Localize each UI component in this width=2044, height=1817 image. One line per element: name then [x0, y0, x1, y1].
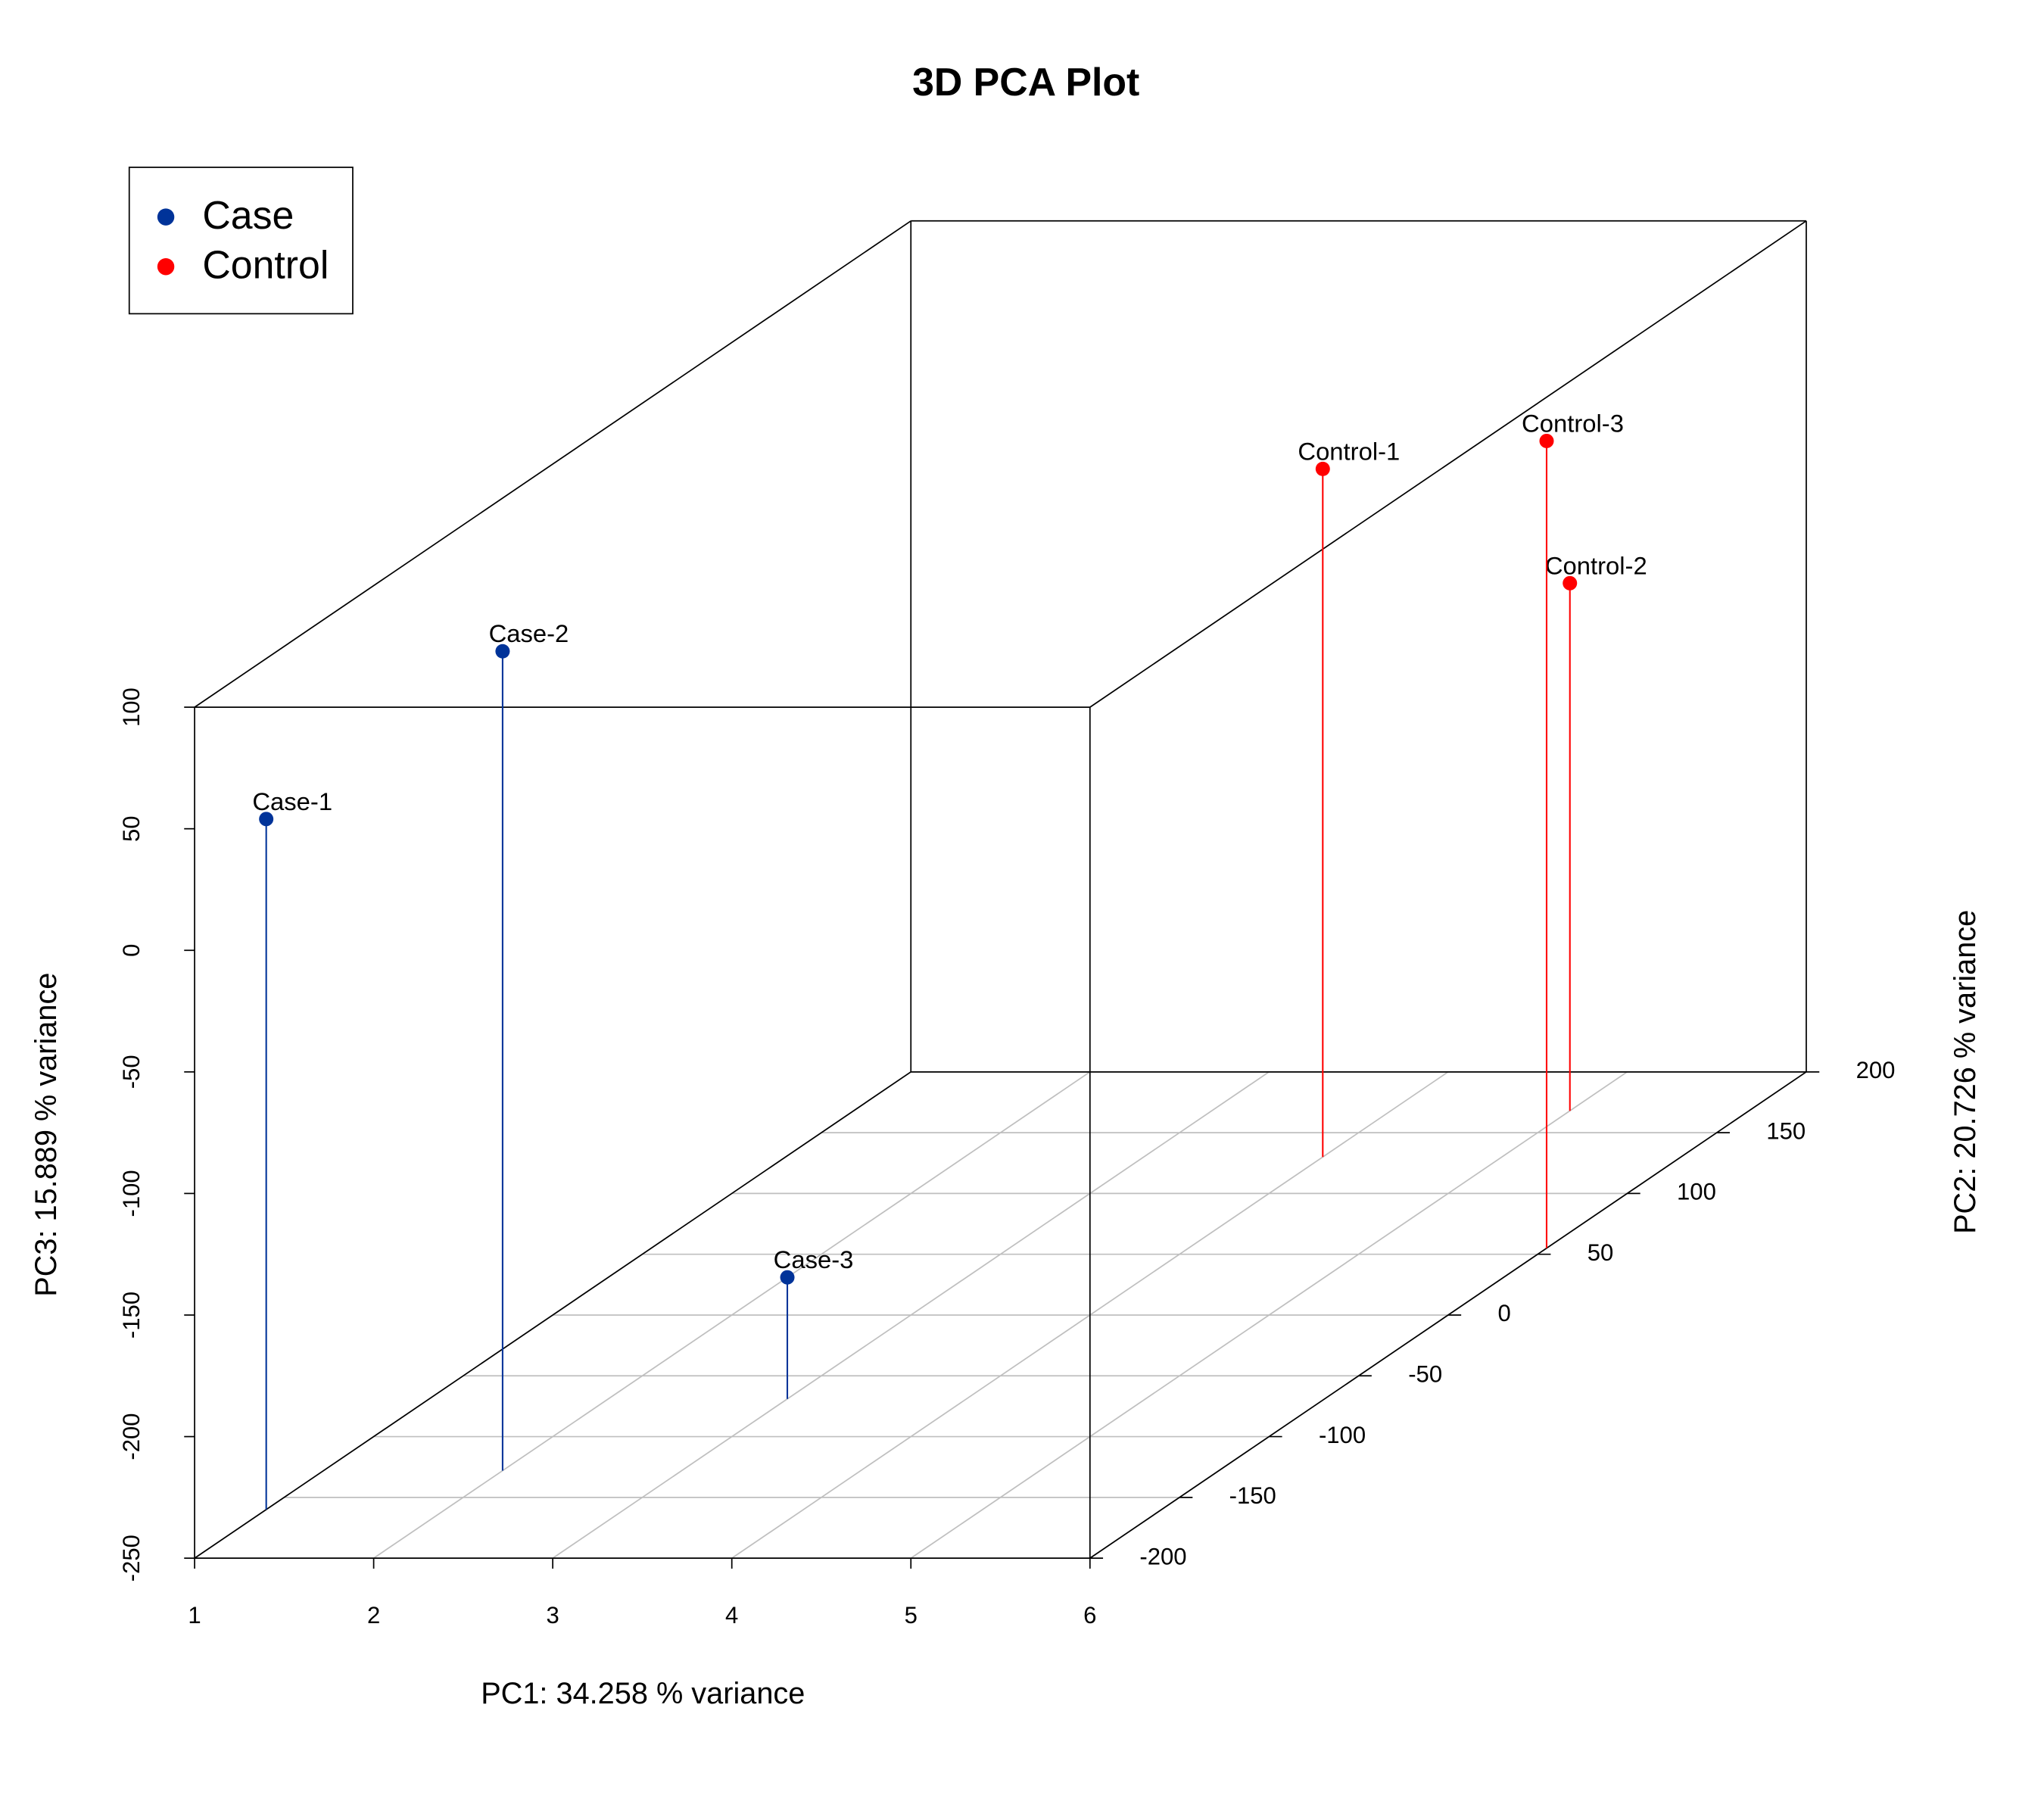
point [1315, 461, 1330, 476]
y-tick-label: 100 [1677, 1179, 1716, 1205]
y-axis-label: PC2: 20.726 % variance [1949, 910, 1982, 1234]
point-label: Case-1 [252, 787, 332, 815]
point-label: Case-3 [774, 1245, 854, 1273]
z-tick-label: -100 [118, 1170, 145, 1217]
point-label: Control-2 [1545, 551, 1647, 579]
x-tick-label: 3 [547, 1602, 559, 1628]
box-edge [1089, 220, 1807, 708]
x-tick-label: 4 [725, 1602, 738, 1628]
y-tick-label: 50 [1588, 1239, 1614, 1266]
legend-label: Case [202, 193, 294, 237]
y-tick-label: -50 [1408, 1360, 1442, 1387]
z-tick-label: -50 [118, 1055, 145, 1089]
box-edge [194, 1071, 911, 1559]
z-axis-label: PC3: 15.889 % variance [30, 973, 63, 1297]
chart-title: 3D PCA Plot [912, 60, 1139, 104]
grid-line [552, 1071, 1270, 1559]
legend-box [128, 167, 354, 315]
x-tick-label: 6 [1083, 1602, 1096, 1628]
legend-marker [157, 208, 175, 226]
point [495, 644, 510, 659]
z-tick-label: 100 [118, 687, 145, 727]
point [259, 812, 274, 827]
z-tick-label: 50 [118, 815, 145, 842]
point-label: Case-2 [489, 619, 569, 647]
y-tick-label: 200 [1856, 1057, 1896, 1083]
legend-marker [157, 258, 175, 276]
z-tick-label: -150 [118, 1292, 145, 1339]
y-tick-label: -100 [1319, 1422, 1366, 1448]
point-label: Control-1 [1298, 437, 1400, 465]
point [1563, 575, 1578, 591]
x-tick-label: 1 [188, 1602, 201, 1628]
y-tick-label: 0 [1497, 1300, 1510, 1326]
x-axis-label: PC1: 34.258 % variance [481, 1677, 805, 1710]
legend-label: Control [202, 243, 329, 287]
y-tick-label: -200 [1139, 1543, 1186, 1569]
z-tick-label: -250 [118, 1535, 145, 1582]
y-tick-label: -150 [1229, 1482, 1276, 1509]
x-tick-label: 2 [367, 1602, 380, 1628]
grid-line [910, 1071, 1628, 1559]
grid-line [373, 1071, 1091, 1559]
z-tick-label: -200 [118, 1413, 145, 1460]
box-edge [194, 220, 911, 708]
z-tick-label: 0 [118, 944, 145, 957]
point [780, 1270, 795, 1285]
y-tick-label: 150 [1766, 1117, 1806, 1144]
point-label: Control-3 [1522, 409, 1624, 437]
x-tick-label: 5 [905, 1602, 918, 1628]
point [1539, 433, 1554, 448]
